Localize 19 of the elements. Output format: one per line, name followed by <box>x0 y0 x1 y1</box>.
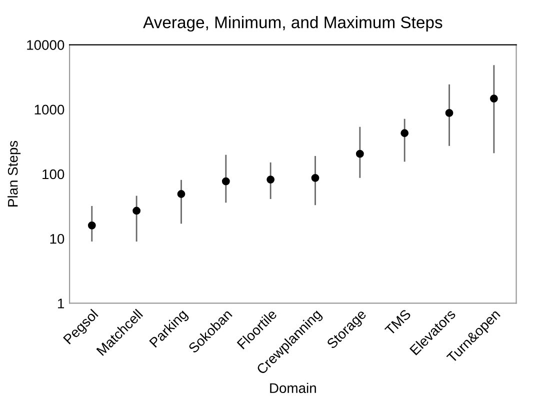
point <box>132 206 141 215</box>
point <box>311 174 320 182</box>
chart-title: Average, Minimum, and Maximum Steps <box>143 16 442 32</box>
point <box>445 109 454 117</box>
y-axis-title: Plan Steps <box>8 140 21 206</box>
point <box>266 176 275 184</box>
point <box>177 190 186 198</box>
point <box>88 221 96 230</box>
y-tick-label: 100 <box>42 169 64 180</box>
y-tick-label: 1000 <box>34 104 64 115</box>
y-tick-label: 10000 <box>27 40 64 50</box>
y-tick-label: 10 <box>50 234 64 244</box>
point <box>490 94 498 103</box>
x-tick-label: TMS <box>384 308 412 336</box>
point <box>400 129 409 138</box>
point <box>356 150 364 158</box>
point <box>222 177 230 186</box>
x-axis-title: Domain <box>270 382 316 394</box>
y-tick-label: 1 <box>58 298 64 308</box>
